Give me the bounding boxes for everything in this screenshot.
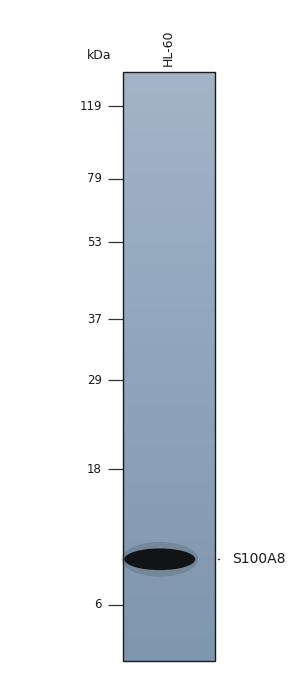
Text: HL-60: HL-60 xyxy=(162,29,175,66)
Text: 6: 6 xyxy=(95,598,102,611)
Text: kDa: kDa xyxy=(87,50,112,62)
Text: 37: 37 xyxy=(87,313,102,326)
Text: 119: 119 xyxy=(79,100,102,113)
Ellipse shape xyxy=(124,549,195,570)
Text: 29: 29 xyxy=(87,373,102,386)
Ellipse shape xyxy=(121,542,198,576)
Bar xyxy=(123,73,215,661)
Text: 18: 18 xyxy=(87,463,102,476)
Text: 53: 53 xyxy=(87,236,102,249)
Text: 79: 79 xyxy=(87,172,102,185)
Text: S100A8: S100A8 xyxy=(232,552,286,566)
